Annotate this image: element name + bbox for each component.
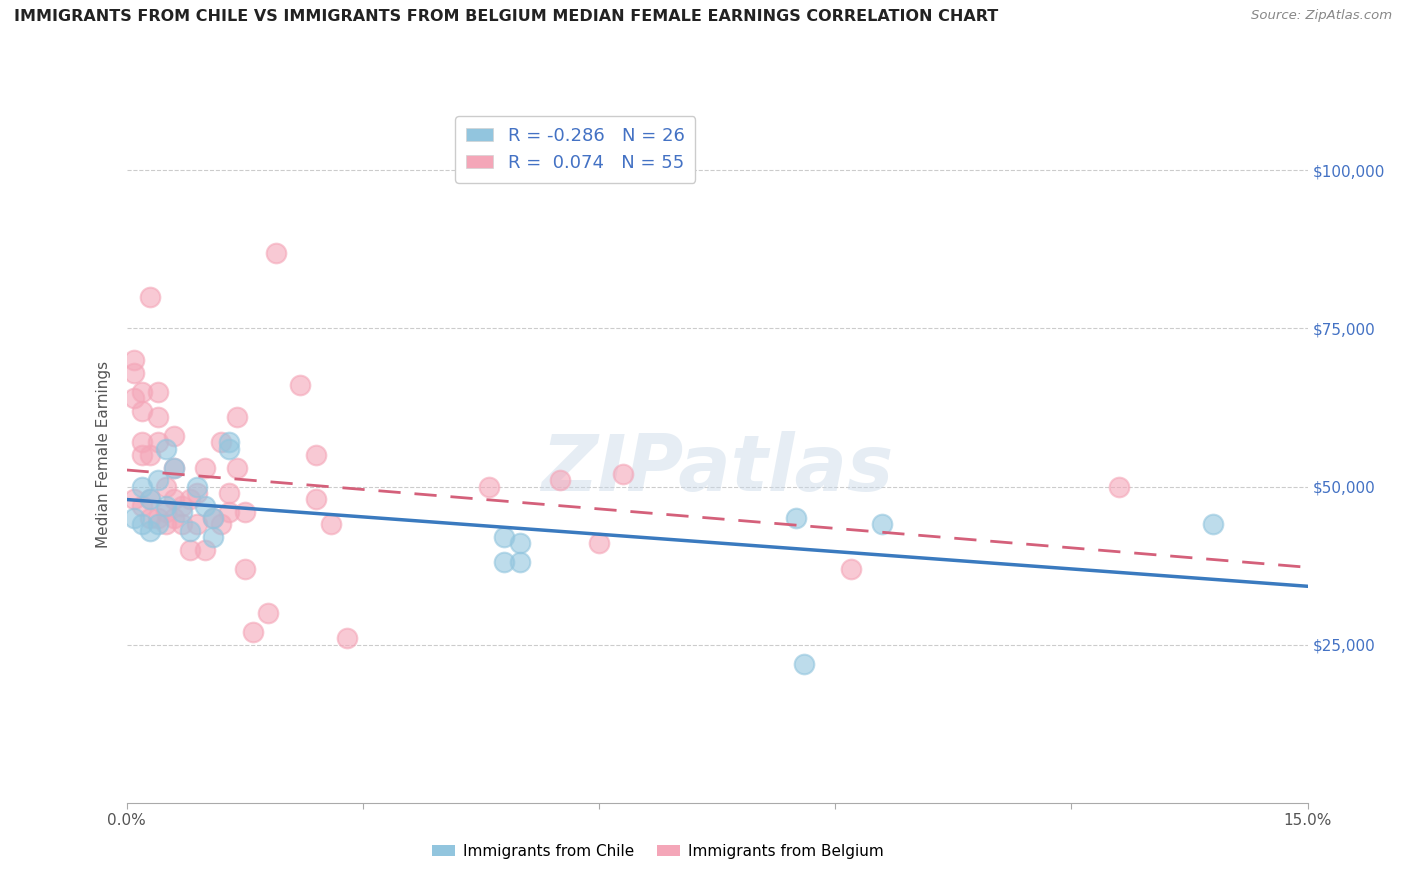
Point	[131, 517, 153, 532]
Point	[131, 403, 153, 417]
Point	[170, 517, 193, 532]
Point	[163, 460, 186, 475]
Point	[509, 556, 531, 570]
Point	[194, 499, 217, 513]
Point	[146, 409, 169, 424]
Text: IMMIGRANTS FROM CHILE VS IMMIGRANTS FROM BELGIUM MEDIAN FEMALE EARNINGS CORRELAT: IMMIGRANTS FROM CHILE VS IMMIGRANTS FROM…	[14, 9, 998, 24]
Point	[872, 517, 894, 532]
Text: Source: ZipAtlas.com: Source: ZipAtlas.com	[1251, 9, 1392, 22]
Point	[131, 499, 153, 513]
Point	[155, 442, 177, 456]
Point	[202, 511, 225, 525]
Point	[1108, 479, 1130, 493]
Point	[202, 511, 225, 525]
Y-axis label: Median Female Earnings: Median Female Earnings	[96, 361, 111, 549]
Point	[163, 492, 186, 507]
Point	[124, 492, 146, 507]
Point	[785, 511, 807, 525]
Point	[139, 511, 162, 525]
Point	[209, 435, 232, 450]
Point	[494, 556, 516, 570]
Point	[321, 517, 343, 532]
Point	[163, 511, 186, 525]
Point	[139, 290, 162, 304]
Point	[494, 530, 516, 544]
Point	[131, 435, 153, 450]
Point	[336, 632, 359, 646]
Point	[233, 505, 256, 519]
Point	[124, 511, 146, 525]
Point	[304, 492, 326, 507]
Point	[612, 467, 634, 481]
Point	[139, 524, 162, 538]
Point	[264, 245, 287, 260]
Point	[194, 460, 217, 475]
Point	[288, 378, 311, 392]
Point	[146, 511, 169, 525]
Point	[839, 562, 862, 576]
Point	[146, 435, 169, 450]
Point	[131, 448, 153, 462]
Point	[257, 606, 280, 620]
Point	[155, 517, 177, 532]
Point	[124, 353, 146, 368]
Point	[218, 442, 240, 456]
Point	[304, 448, 326, 462]
Point	[170, 499, 193, 513]
Point	[225, 409, 247, 424]
Point	[509, 536, 531, 550]
Point	[139, 492, 162, 507]
Point	[478, 479, 501, 493]
Point	[139, 492, 162, 507]
Point	[218, 505, 240, 519]
Point	[155, 499, 177, 513]
Point	[139, 448, 162, 462]
Point	[155, 479, 177, 493]
Point	[124, 366, 146, 380]
Point	[163, 460, 186, 475]
Point	[146, 384, 169, 399]
Point	[1202, 517, 1225, 532]
Point	[186, 486, 208, 500]
Point	[218, 486, 240, 500]
Point	[179, 492, 201, 507]
Point	[131, 479, 153, 493]
Point	[233, 562, 256, 576]
Point	[124, 391, 146, 405]
Point	[170, 505, 193, 519]
Point	[209, 517, 232, 532]
Point	[548, 473, 571, 487]
Point	[186, 517, 208, 532]
Point	[194, 542, 217, 557]
Point	[131, 384, 153, 399]
Point	[588, 536, 610, 550]
Text: ZIPatlas: ZIPatlas	[541, 431, 893, 507]
Point	[218, 435, 240, 450]
Point	[163, 429, 186, 443]
Point	[155, 505, 177, 519]
Point	[225, 460, 247, 475]
Legend: Immigrants from Chile, Immigrants from Belgium: Immigrants from Chile, Immigrants from B…	[426, 838, 890, 864]
Point	[179, 542, 201, 557]
Point	[242, 625, 264, 640]
Point	[179, 524, 201, 538]
Point	[186, 479, 208, 493]
Point	[146, 517, 169, 532]
Point	[793, 657, 815, 671]
Point	[146, 473, 169, 487]
Point	[202, 530, 225, 544]
